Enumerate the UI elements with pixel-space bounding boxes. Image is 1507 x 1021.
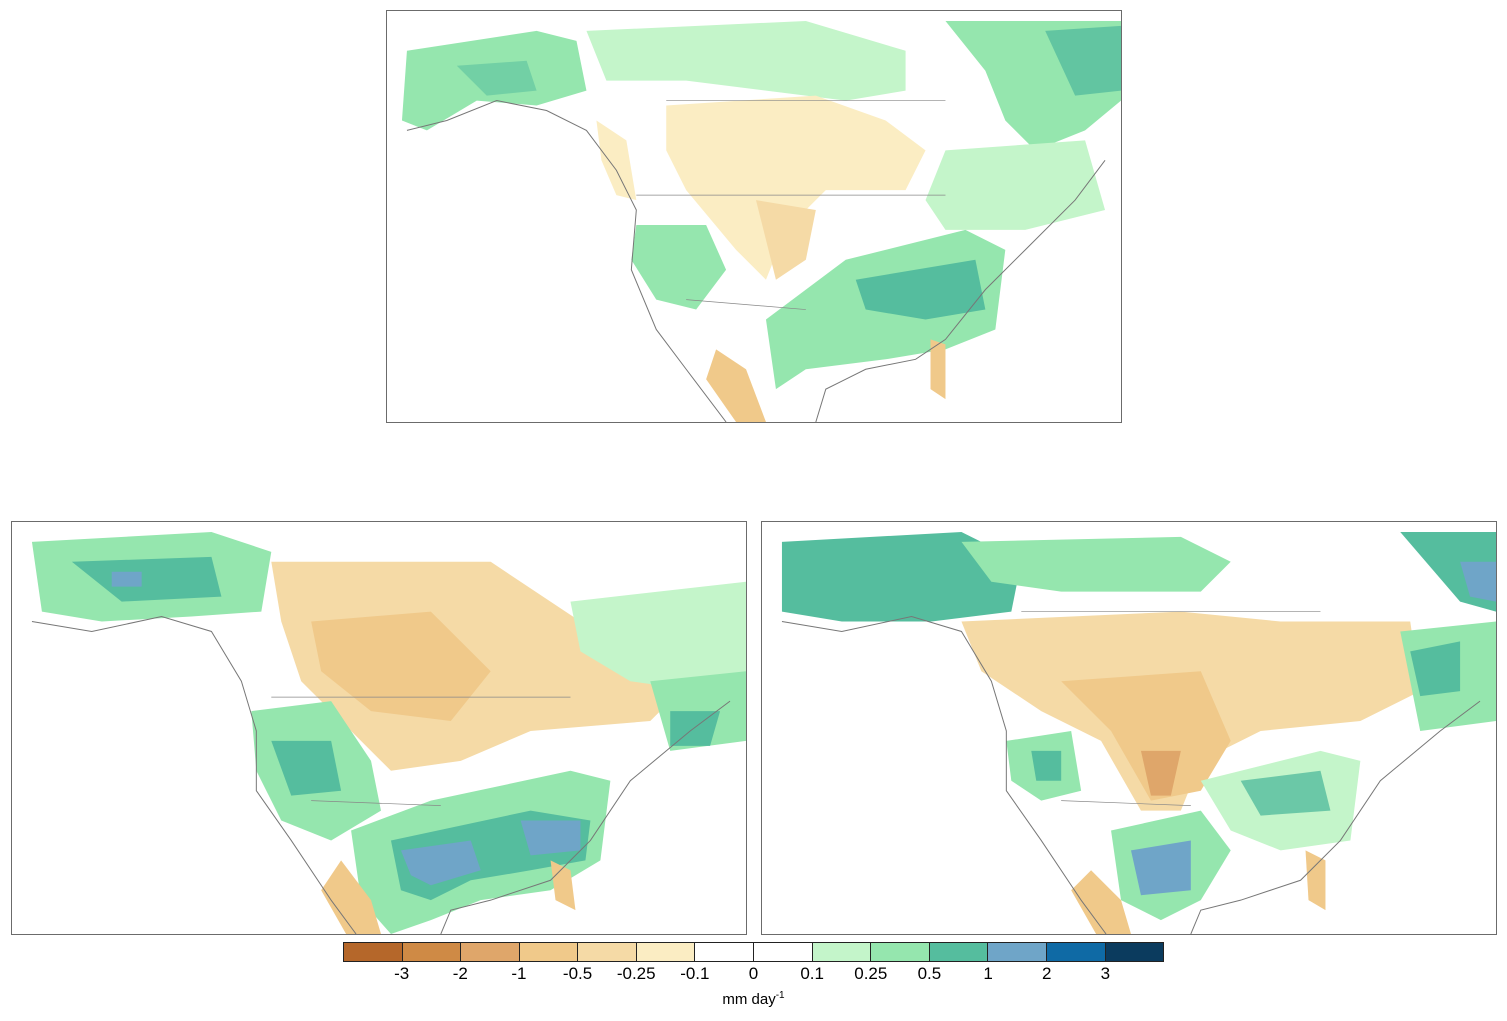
units-exponent: -1 <box>775 990 785 1001</box>
north-america-map-icon <box>31 531 746 934</box>
colorbar-swatch <box>871 943 930 961</box>
colorbar-swatch <box>344 943 403 961</box>
colorbar-swatch <box>754 943 813 961</box>
colorbar-tick-label: 0.1 <box>800 964 824 983</box>
north-america-map-icon <box>781 531 1496 934</box>
colorbar-tick-label: -1 <box>511 964 527 983</box>
map-panel-bottom-left <box>11 521 747 935</box>
colorbar-tick-label: 0.5 <box>917 964 942 983</box>
colorbar-swatch <box>578 943 637 961</box>
colorbar-tick-label: -3 <box>394 964 410 983</box>
map-panel-bottom-right <box>761 521 1497 935</box>
colorbar-swatch <box>695 943 755 961</box>
colorbar-swatch <box>519 943 579 961</box>
colorbar-tick-label: 0.25 <box>854 964 888 983</box>
colorbar-tick-label: 2 <box>1041 964 1052 983</box>
colorbar-tick-label: -0.25 <box>616 964 656 983</box>
colorbar-swatch <box>988 943 1047 961</box>
colorbar-swatch <box>1046 943 1106 961</box>
colorbar-tick-labels: -3 -2 -1 -0.5 -0.25 -0.1 0 0.1 0.25 0.5 1 2 3 <box>0 964 1507 988</box>
colorbar-tick-label: 0 <box>748 964 759 983</box>
colorbar <box>343 942 1164 962</box>
colorbar-tick-label: -2 <box>452 964 468 983</box>
units-base: mm day <box>722 991 776 1008</box>
colorbar-units-label: mm day-1 <box>0 990 1507 1008</box>
colorbar-swatch <box>929 943 989 961</box>
colorbar-tick-label: 3 <box>1100 964 1111 983</box>
colorbar-swatch <box>402 943 462 961</box>
colorbar-tick-label: 1 <box>983 964 993 983</box>
colorbar-swatch <box>461 943 520 961</box>
colorbar-tick-label: -0.5 <box>562 964 593 983</box>
north-america-map-icon <box>401 20 1121 422</box>
colorbar-tick-label: -0.1 <box>680 964 710 983</box>
colorbar-swatch <box>636 943 696 961</box>
map-panel-top <box>386 10 1122 423</box>
colorbar-swatch <box>812 943 872 961</box>
colorbar-swatch <box>1105 943 1164 961</box>
